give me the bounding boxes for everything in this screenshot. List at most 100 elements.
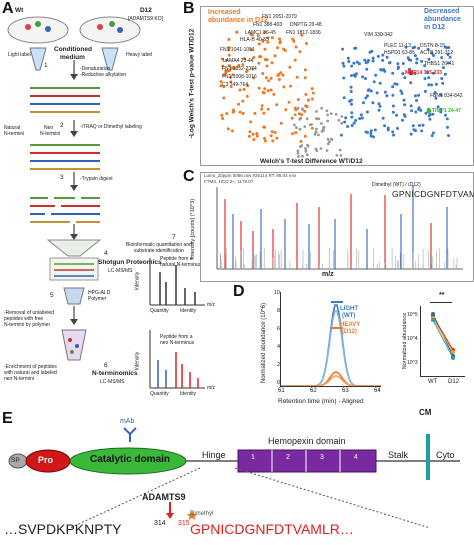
polymer-label: Polymer [88, 296, 107, 302]
volcano-point-decreased [367, 58, 370, 62]
mab-label: mAb [120, 418, 135, 425]
volcano-point-grey [304, 149, 308, 153]
volcano-point-grey [326, 113, 329, 117]
volcano-point-increased [287, 100, 291, 104]
volcano-point-grey [298, 145, 302, 149]
mmp14-domain-map [8, 427, 460, 529]
volcano-point-increased [224, 58, 228, 62]
adamts9-label: ADAMTS9 [142, 492, 186, 502]
volcano-point-grey [306, 143, 309, 147]
volcano-point-decreased [444, 113, 447, 117]
volcano-point-decreased [363, 58, 367, 62]
volcano-point-decreased [403, 103, 407, 107]
volcano-point-decreased [420, 59, 424, 63]
spectrum-ylabel: Intensity [counts] (*10^3) [190, 198, 196, 260]
volcano-point-decreased [391, 71, 395, 75]
volcano-point-decreased [420, 129, 424, 133]
natural-label: Natural [4, 125, 21, 131]
volcano-point-decreased [430, 51, 434, 55]
volcano-point-decreased [423, 89, 427, 93]
significance-stars: ** [439, 292, 445, 299]
volcano-point-decreased [409, 132, 413, 136]
volcano-point-decreased [346, 56, 350, 60]
volcano-point-increased [272, 92, 276, 96]
volcano-point-grey [305, 153, 309, 157]
volcano-point-increased [228, 69, 231, 73]
wt-label: Wt [15, 7, 24, 14]
step2-num: 2 [60, 122, 64, 129]
volcano-point-decreased [404, 45, 408, 49]
volcano-point-increased [251, 132, 255, 136]
abundance-pair-line [432, 319, 454, 359]
volcano-point-decreased [361, 75, 365, 79]
volcano-point-increased [267, 79, 271, 83]
volcano-point-decreased [372, 80, 376, 84]
volcano-point-decreased [415, 61, 419, 65]
volcano-label-4: DNPTG 29-48 [290, 22, 322, 28]
volcano-point-increased [245, 69, 249, 73]
volcano-point-increased [263, 136, 266, 140]
volcano-point-increased [298, 50, 302, 54]
volcano-point-grey [296, 149, 300, 153]
volcano-point-increased [243, 57, 247, 61]
volcano-point-increased [284, 108, 288, 112]
shotgun-label: Shotgun Proteomics [98, 259, 162, 266]
volcano-point-decreased [378, 104, 382, 108]
lcms2-label: LC-MS/MS [100, 379, 125, 385]
volcano-point-increased [279, 71, 283, 75]
volcano-point-decreased [350, 115, 354, 119]
volcano-point-increased [269, 134, 273, 138]
volcano-point-increased [241, 99, 245, 103]
abundance-axes [420, 306, 465, 377]
volcano-point-increased [237, 102, 240, 106]
volcano-point-decreased [348, 99, 352, 103]
step7-num: 7 [172, 234, 176, 241]
volcano-point-decreased [342, 64, 346, 68]
volcano-point-decreased [430, 134, 434, 138]
volcano-point-decreased [339, 133, 343, 137]
volcano-point-increased [270, 130, 274, 134]
step1-alk: -Reductive alkylation [80, 72, 127, 78]
volcano-point-decreased [342, 76, 346, 80]
volcano-point-decreased [383, 124, 387, 128]
chrom-ytick-8: 8 [276, 308, 280, 314]
volcano-point-decreased [409, 104, 413, 108]
volcano-point-increased [227, 53, 231, 57]
volcano-point-increased [259, 55, 263, 59]
volcano-point-decreased [396, 62, 400, 66]
volcano-point-grey [340, 121, 344, 125]
volcano-point-decreased [431, 131, 435, 135]
intensity-axis-2: Intensity [134, 351, 141, 371]
identity-label-2: Identity [180, 391, 197, 397]
hpg-ald-tube [63, 287, 85, 305]
volcano-point-decreased [441, 81, 445, 85]
d12-label: D12 [140, 7, 152, 14]
abundance-point-d12 [451, 356, 455, 360]
panel-a-workflow [7, 16, 205, 389]
volcano-point-increased [222, 96, 226, 100]
volcano-point-decreased [446, 125, 449, 129]
volcano-point-grey [293, 123, 296, 127]
volcano-point-timp1 [426, 108, 432, 114]
position-315: 315 [178, 520, 190, 527]
volcano-point-decreased [377, 108, 381, 112]
enrich-line3: neo N-termini [4, 376, 35, 382]
volcano-point-increased [245, 94, 249, 98]
volcano-point-decreased [381, 116, 385, 120]
volcano-point-increased [261, 72, 265, 75]
volcano-point-grey [315, 110, 318, 113]
volcano-point-increased [230, 66, 234, 70]
volcano-label-15: ACTB 291-312 [420, 50, 454, 56]
medium-label: medium [60, 54, 85, 61]
pep-free-line1: Peptide from a [160, 256, 193, 262]
volcano-point-decreased [369, 132, 373, 135]
volcano-point-increased [232, 108, 235, 112]
volcano-point-decreased [385, 94, 389, 98]
chrom-xtick-63: 63 [342, 388, 349, 394]
volcano-point-increased [252, 76, 256, 80]
volcano-point-decreased [413, 45, 417, 49]
volcano-point-increased [262, 111, 266, 115]
volcano-point-increased [263, 87, 267, 91]
wt-dish [7, 16, 69, 44]
volcano-point-increased [246, 84, 250, 88]
